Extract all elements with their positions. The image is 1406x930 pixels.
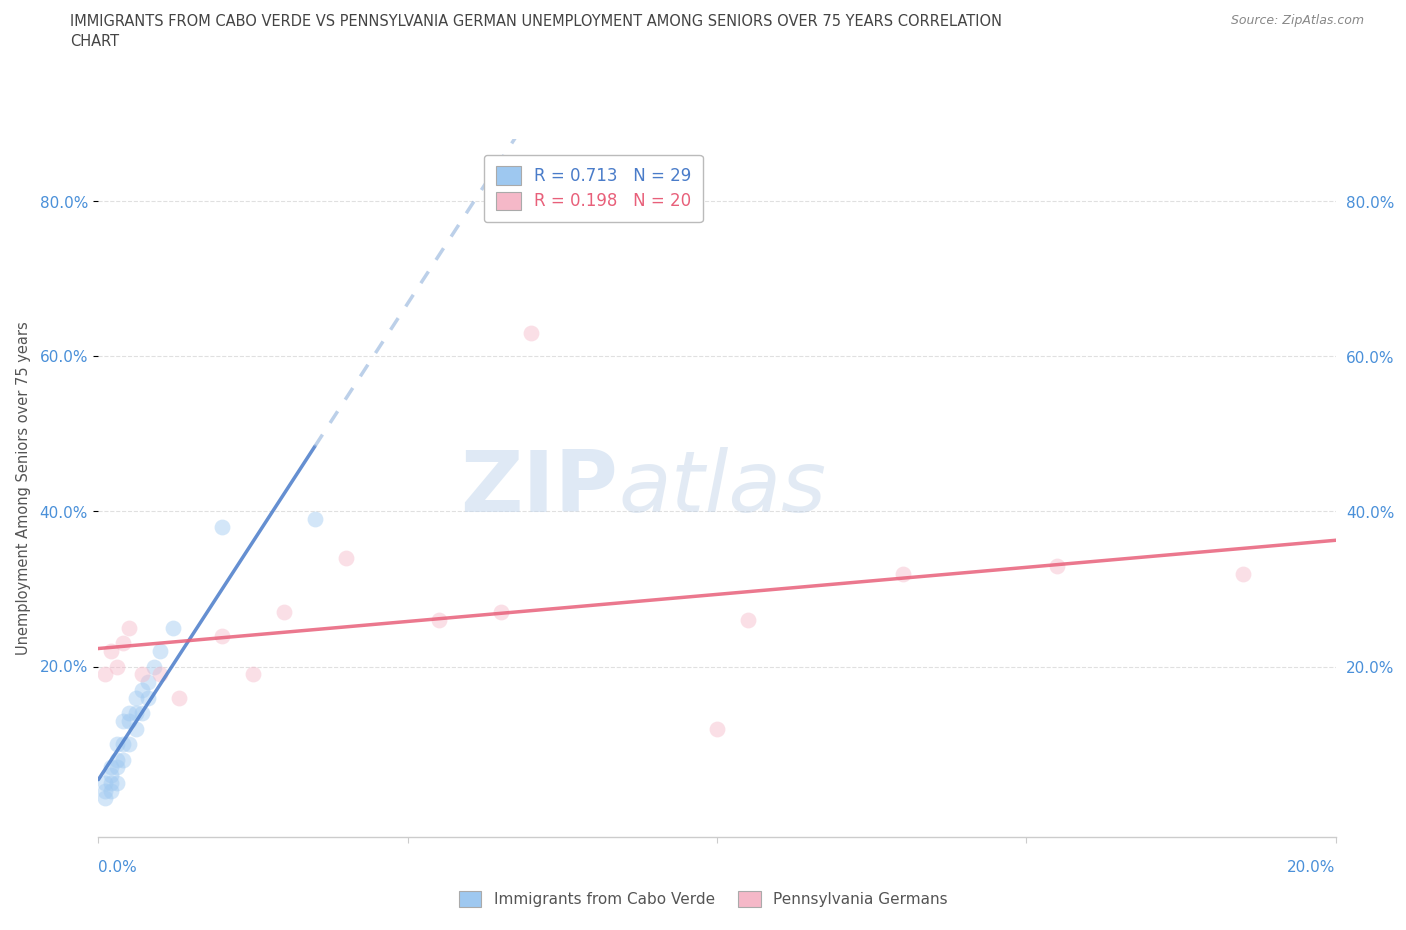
Point: [162, 620, 184, 635]
Point: [131, 706, 153, 721]
Text: ZIP: ZIP: [460, 446, 619, 530]
Point: [100, 644, 122, 658]
Text: 0.0%: 0.0%: [98, 860, 138, 875]
Point: [149, 644, 172, 658]
Point: [105, 752, 128, 767]
Point: [706, 721, 728, 736]
Point: [112, 752, 135, 767]
Point: [100, 783, 122, 798]
Point: [211, 520, 233, 535]
Point: [124, 706, 146, 721]
Point: [118, 737, 141, 751]
Point: [167, 690, 190, 705]
Point: [105, 737, 128, 751]
Point: [100, 767, 122, 782]
Point: [427, 613, 450, 628]
Point: [124, 690, 146, 705]
Point: [124, 721, 146, 736]
Text: 20.0%: 20.0%: [1288, 860, 1336, 875]
Point: [1232, 566, 1254, 581]
Point: [112, 636, 135, 651]
Point: [93, 790, 115, 805]
Point: [335, 551, 357, 565]
Point: [131, 683, 153, 698]
Point: [105, 760, 128, 775]
Point: [1046, 558, 1069, 573]
Text: CHART: CHART: [70, 34, 120, 49]
Point: [143, 659, 166, 674]
Point: [136, 674, 159, 689]
Point: [93, 783, 115, 798]
Point: [149, 667, 172, 682]
Point: [100, 776, 122, 790]
Point: [118, 706, 141, 721]
Point: [891, 566, 914, 581]
Point: [105, 776, 128, 790]
Point: [273, 604, 295, 619]
Point: [112, 713, 135, 728]
Text: IMMIGRANTS FROM CABO VERDE VS PENNSYLVANIA GERMAN UNEMPLOYMENT AMONG SENIORS OVE: IMMIGRANTS FROM CABO VERDE VS PENNSYLVAN…: [70, 14, 1002, 29]
Point: [118, 713, 141, 728]
Point: [520, 326, 543, 340]
Point: [105, 659, 128, 674]
Point: [93, 667, 115, 682]
Y-axis label: Unemployment Among Seniors over 75 years: Unemployment Among Seniors over 75 years: [17, 322, 31, 655]
Point: [131, 667, 153, 682]
Legend: R = 0.713   N = 29, R = 0.198   N = 20: R = 0.713 N = 29, R = 0.198 N = 20: [484, 154, 703, 222]
Point: [93, 776, 115, 790]
Point: [737, 613, 759, 628]
Point: [489, 604, 512, 619]
Point: [118, 620, 141, 635]
Point: [100, 760, 122, 775]
Point: [242, 667, 264, 682]
Legend: Immigrants from Cabo Verde, Pennsylvania Germans: Immigrants from Cabo Verde, Pennsylvania…: [453, 884, 953, 913]
Point: [112, 737, 135, 751]
Text: atlas: atlas: [619, 446, 827, 530]
Point: [136, 690, 159, 705]
Point: [304, 512, 326, 526]
Point: [211, 628, 233, 643]
Text: Source: ZipAtlas.com: Source: ZipAtlas.com: [1230, 14, 1364, 27]
